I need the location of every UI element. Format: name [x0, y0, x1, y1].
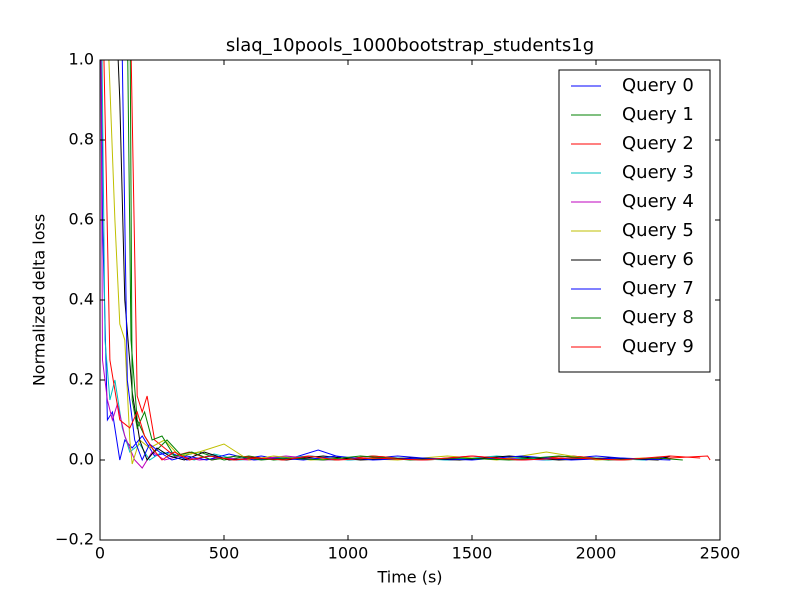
- legend-label: Query 7: [622, 278, 694, 299]
- legend-label: Query 2: [622, 133, 694, 154]
- legend-label: Query 1: [622, 104, 694, 125]
- series-line: [103, 60, 701, 461]
- legend-label: Query 3: [622, 162, 694, 183]
- x-axis-label: Time (s): [376, 568, 442, 587]
- chart-title: slaq_10pools_1000bootstrap_students1g: [226, 35, 594, 56]
- y-tick-label: 0.8: [69, 130, 94, 149]
- plot-lines: [100, 60, 711, 469]
- series-line: [108, 60, 646, 465]
- y-tick-label: 0.4: [69, 290, 94, 309]
- series-line: [129, 60, 683, 461]
- x-tick-label: 1500: [452, 544, 493, 563]
- legend-label: Query 0: [622, 75, 694, 96]
- legend-label: Query 9: [622, 336, 694, 357]
- y-tick-label: 1.0: [69, 50, 94, 69]
- x-tick-label: 1000: [328, 544, 369, 563]
- legend-label: Query 8: [622, 307, 694, 328]
- x-tick-label: 2000: [576, 544, 617, 563]
- legend-label: Query 6: [622, 249, 694, 270]
- series-line: [117, 60, 671, 461]
- legend-label: Query 4: [622, 191, 694, 212]
- y-tick-label: 0.0: [69, 450, 94, 469]
- y-tick-label: 0.2: [69, 370, 94, 389]
- legend-box: [558, 69, 711, 373]
- y-tick-label: 0.6: [69, 210, 94, 229]
- legend-label: Query 5: [622, 220, 694, 241]
- y-tick-label: −0.2: [55, 530, 94, 549]
- x-tick-label: 2500: [700, 544, 741, 563]
- x-tick-label: 0: [95, 544, 105, 563]
- x-tick-label: 500: [209, 544, 240, 563]
- y-axis-label: Normalized delta loss: [30, 214, 49, 386]
